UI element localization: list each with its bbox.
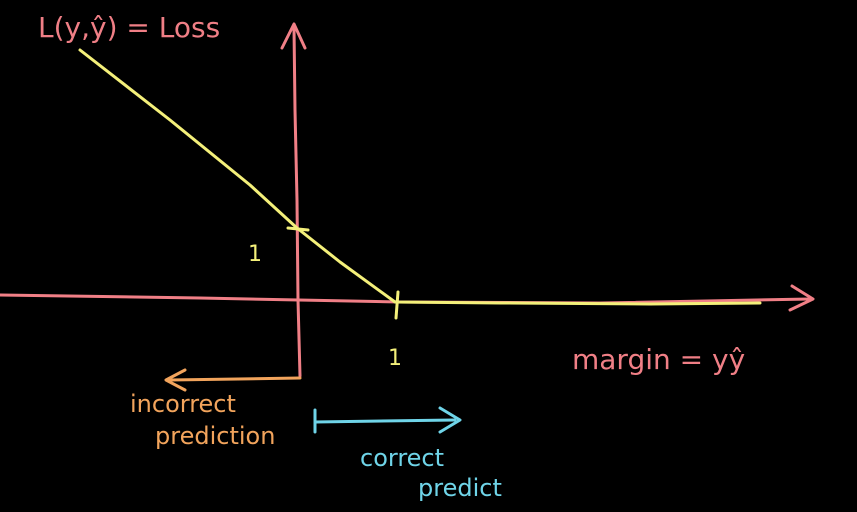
- x-tick-mark: [394, 290, 400, 320]
- incorrect-label-line2: prediction: [155, 422, 276, 450]
- correct-label-line1: correct: [360, 444, 445, 472]
- loss-axis-label: L(y,ŷ) = Loss: [38, 11, 221, 44]
- margin-axis-label: margin = yŷ: [572, 343, 746, 376]
- correct-arrowhead: [438, 406, 462, 434]
- correct-arrow: [313, 418, 457, 424]
- incorrect-arrowhead: [164, 368, 187, 392]
- x-axis-arrowhead: [788, 284, 815, 312]
- x-tick-label: 1: [388, 346, 402, 371]
- incorrect-label-line1: incorrect: [130, 390, 236, 418]
- incorrect-arrow: [168, 376, 302, 382]
- y-axis-arrowhead: [280, 22, 307, 50]
- y-tick-label: 1: [248, 242, 262, 267]
- y-tick-mark: [286, 226, 310, 232]
- correct-label-line2: predict: [418, 474, 502, 502]
- loss-curve: [78, 48, 762, 306]
- y-axis: [292, 26, 302, 378]
